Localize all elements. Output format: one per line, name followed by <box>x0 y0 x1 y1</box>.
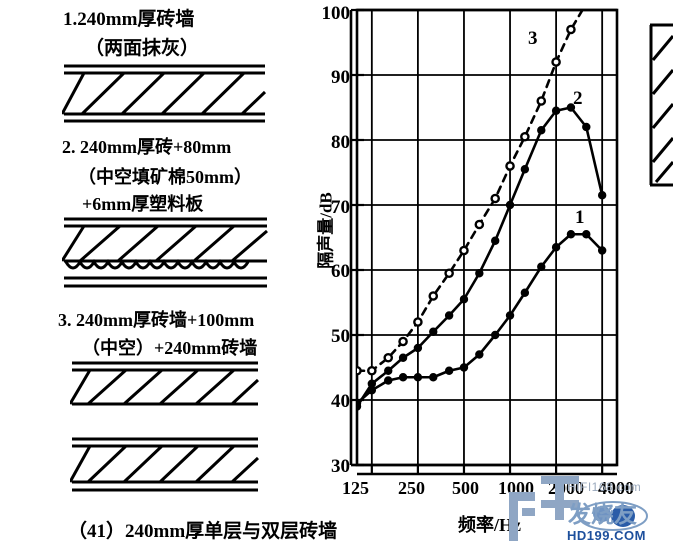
y-tick-30: 30 <box>331 456 350 477</box>
x-tick-250: 250 <box>398 478 425 498</box>
y-tick-60: 60 <box>331 261 350 282</box>
watermark-hifi-text: HIFI168.com <box>567 480 642 494</box>
legend-item-2-line-1: 2. 240mm厚砖+80mm <box>62 137 232 157</box>
wall-diagram-2 <box>62 216 269 290</box>
wall-diagram-1 <box>62 62 267 130</box>
chart-area: 隔声量/dB 100 90 80 70 60 50 40 30 125 250 … <box>300 0 673 549</box>
wall-diagram-3-leaf-1 <box>70 360 260 414</box>
legend-item-1-line-1: 1.240mm厚砖墙 <box>63 9 195 30</box>
wall-diagram-3-leaf-2 <box>70 436 260 498</box>
x-axis-label: 频率/Hz <box>458 515 521 535</box>
legend-item-3-line-1: 3. 240mm厚砖墙+100mm <box>58 310 255 330</box>
plot-canvas <box>349 8 619 476</box>
legend-item-2-line-2: （中空填矿棉50mm） <box>78 167 252 187</box>
watermark: HIFI168.com 发烧友 HD199.COM <box>505 470 673 549</box>
legend-item-3-line-2: （中空）+240mm砖墙 <box>82 338 258 358</box>
y-tick-80: 80 <box>331 132 350 153</box>
y-tick-90: 90 <box>331 67 350 88</box>
y-axis-ticks: 100 90 80 70 60 50 40 30 <box>304 0 351 549</box>
x-tick-4000: 4000 <box>598 478 634 498</box>
legend-column: 1.240mm厚砖墙 （两面抹灰） 2. 240mm厚砖+80mm <box>0 0 337 549</box>
watermark-hd-text: HD199.COM <box>567 528 646 543</box>
figure-caption: （41）240mm厚单层与双层砖墙 <box>68 521 338 542</box>
watermark-cn-text: 发烧友 <box>568 502 637 527</box>
y-tick-50: 50 <box>331 326 350 347</box>
legend-item-2-line-3: +6mm厚塑料板 <box>82 194 204 214</box>
legend-item-1-line-2: （两面抹灰） <box>85 38 200 59</box>
x-tick-500: 500 <box>452 478 479 498</box>
series-label-2: 2 <box>573 88 583 109</box>
y-tick-70: 70 <box>331 197 350 218</box>
y-tick-100: 100 <box>321 3 351 24</box>
y-tick-40: 40 <box>331 391 350 412</box>
x-tick-125: 125 <box>342 478 369 498</box>
series-label-1: 1 <box>575 207 585 228</box>
series-label-3: 3 <box>528 28 538 49</box>
wall-diagram-right-partial <box>648 22 673 194</box>
